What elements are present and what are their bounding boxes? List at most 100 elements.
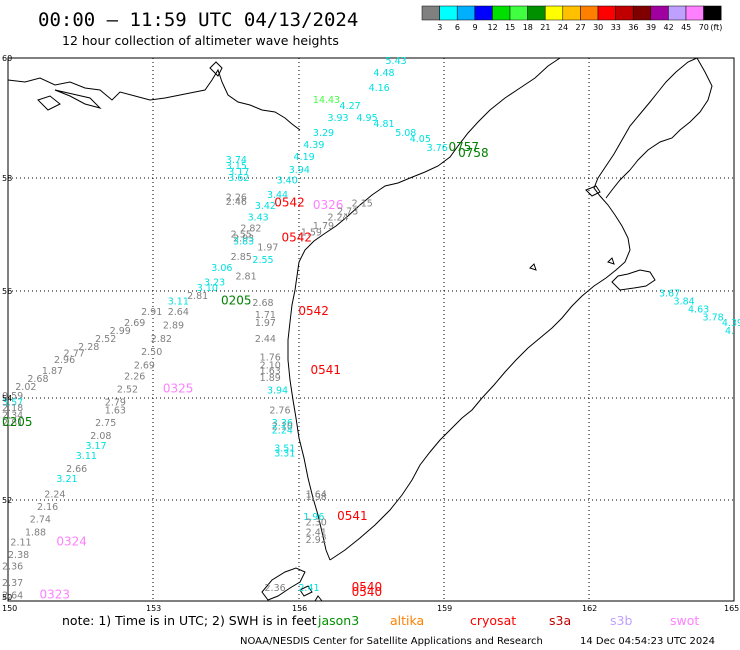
pass-time-label: 0542 [274,195,305,209]
colorbar-label: 15 [505,23,515,32]
wave-height-value: 2.24 [327,212,348,223]
lat-label: 60 [2,54,12,63]
wave-height-value: 3.84 [674,296,695,307]
satellite-name: swot [670,613,699,628]
pass-time-label: 0205 [221,293,252,307]
lon-label: 165 [724,604,739,613]
colorbar-label: 18 [523,23,533,32]
lon-label: 153 [146,604,161,613]
wave-height-value: 2.52 [117,385,138,396]
wave-height-value: 3.23 [204,277,225,288]
colorbar-label: 24 [558,23,568,32]
wave-height-value: 4.27 [340,101,361,112]
wave-height-value: 2.26 [124,371,145,382]
wave-height-value: 3.62 [228,173,249,184]
wave-height-value: 1.89 [260,373,281,384]
colorbar-label: 70 [699,23,709,32]
wave-height-value: 4.95 [356,113,377,124]
pass-time-label: 0540 [352,580,383,594]
wave-height-value: 2.68 [252,298,273,309]
wave-height-value: 2.55 [252,255,273,266]
colorbar-swatch [668,5,687,21]
wave-height-value: 2.74 [30,515,51,526]
wave-height-value: 2.79 [105,398,126,409]
graticule [8,58,734,601]
wave-height-value: 2.37 [2,578,23,589]
wave-height-value: 3.76 [427,143,448,154]
colorbar-swatch [615,5,634,21]
colorbar-swatch [562,5,581,21]
wave-height-value: 1.88 [25,527,46,538]
wave-height-value: 2.10 [272,422,293,433]
wave-height-value: 2.93 [233,233,254,244]
wave-height-value: 1.96 [303,512,324,523]
wave-height-value: 2.81 [235,272,256,283]
wave-height-value: 2.41 [306,527,327,538]
satellite-name: cryosat [470,613,516,628]
lat-label: 52 [2,496,12,505]
wave-height-value: 2.36 [265,583,286,594]
wave-height-value: 2.82 [151,334,172,345]
wave-height-value: 2.76 [269,405,290,416]
wave-height-value: 2.18 [2,403,23,414]
map-frame [7,57,735,602]
wave-height-value: 3.31 [274,449,295,460]
map-title: 00:00 – 11:59 UTC 04/13/2024 [38,9,358,31]
colorbar-swatch [509,5,528,21]
colorbar-label: 36 [628,23,638,32]
colorbar-swatch [650,5,669,21]
colorbar-swatch [580,5,599,21]
wave-height-value: 3.06 [211,263,232,274]
colorbar-label: 12 [488,23,498,32]
colorbar-label: 3 [437,23,442,32]
colorbar-swatch [632,5,652,21]
wave-height-value: 5.43 [386,56,407,67]
wave-height-value: 4.39 [722,318,740,329]
wave-height-value: 1.59 [301,228,322,239]
wave-height-value: 2.99 [110,326,131,337]
wave-height-value: 2.10 [260,361,281,372]
wave-height-value: 2.11 [10,537,31,548]
lon-label: 156 [292,604,307,613]
wave-height-value: 2.82 [240,224,261,235]
wave-height-value: 2.64 [168,307,189,318]
wave-height-value: 2.44 [255,334,276,345]
satellite-name: s3a [549,613,571,628]
wave-height-value: 2.24 [272,426,293,437]
wave-height-value: 2.36 [2,562,23,573]
wave-height-value: 3.43 [248,212,269,223]
wave-height-value: 3.29 [313,128,334,139]
colorbar-swatch [456,5,476,21]
wave-height-value: 1.79 [313,221,334,232]
wave-height-labels: 5.434.48 4.16 14.434.273.93 4.954.815.08 3.2… [2,56,740,601]
pass-time-label: 0324 [56,534,87,548]
colorbar-swatch [597,5,616,21]
wave-height-value: 2.50 [141,347,162,358]
colorbar-label: 27 [576,23,586,32]
wave-height-value: 1.87 [42,366,63,377]
wave-height-value: 3.10 [197,283,218,294]
wave-height-value: 3.42 [255,201,276,212]
wave-height-value: 2.16 [37,502,58,513]
wave-height-value: 2.91 [141,307,162,318]
wave-height-value: 3.21 [56,474,77,485]
colorbar-label: 6 [455,23,460,32]
wave-height-value: 1.63 [260,366,281,377]
wave-height-value: 1.97 [255,318,276,329]
colorbar-swatch [492,5,511,21]
wave-height-value: 2.28 [78,342,99,353]
wave-height-value: 2.08 [90,431,111,442]
wave-height-value: 2.77 [64,348,85,359]
wave-height-value: 3.17 [85,441,106,452]
wave-height-value: 2.89 [163,320,184,331]
footer-timestamp: 14 Dec 04:54:23 UTC 2024 [580,636,715,647]
wave-height-value: 3.57 [2,398,23,409]
pass-time-label: 0540 [352,585,383,599]
wave-height-value: 2.64 [2,590,23,601]
pass-time-label: 0542 [298,304,329,318]
wave-height-value: 1.63 [105,405,126,416]
wave-height-value: 4. [725,326,734,337]
colorbar-swatch [527,5,546,21]
wave-height-value: 2.69 [124,318,145,329]
wave-height-value: 2.75 [95,418,116,429]
